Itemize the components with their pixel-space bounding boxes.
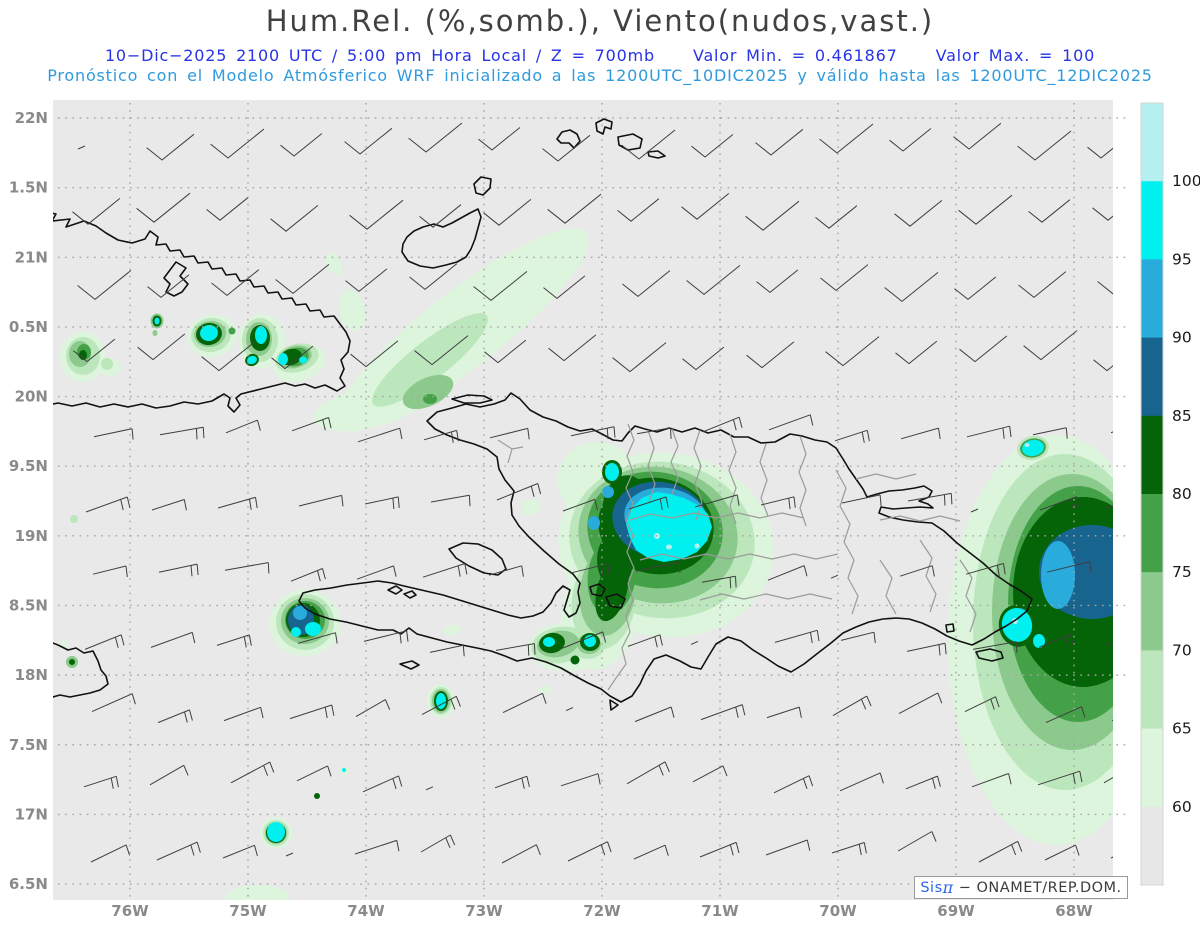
svg-text:69W: 69W	[937, 902, 975, 920]
svg-text:1.5N: 1.5N	[9, 179, 48, 197]
svg-text:7.5N: 7.5N	[9, 736, 48, 754]
credit-badge: Sis π − ONAMET/REP.DOM.	[914, 876, 1128, 899]
subtitle-model: Pronóstico con el Modelo Atmósferico WRF…	[47, 66, 1153, 85]
svg-text:100: 100	[1172, 172, 1200, 190]
credit-onamet: − ONAMET/REP.DOM.	[953, 879, 1122, 896]
svg-text:70: 70	[1172, 641, 1192, 659]
coastlines-layer	[53, 118, 1033, 711]
svg-text:68W: 68W	[1055, 902, 1093, 920]
svg-text:22N: 22N	[15, 109, 48, 127]
svg-text:18N: 18N	[15, 666, 48, 684]
subtitle-valor-min: Valor Min. = 0.461867	[692, 46, 898, 65]
svg-text:8.5N: 8.5N	[9, 596, 48, 614]
subtitle-validtime: 10−Dic−2025 2100 UTC / 5:00 pm Hora Loca…	[104, 46, 655, 65]
svg-text:0.5N: 0.5N	[9, 318, 48, 336]
svg-text:71W: 71W	[701, 902, 739, 920]
svg-text:9.5N: 9.5N	[9, 457, 48, 475]
subtitle-datetime: 10−Dic−2025 2100 UTC / 5:00 pm Hora Loca…	[0, 46, 1200, 65]
colorbar-legend: 100 95 90 85 80 75 70 65 60	[1140, 102, 1200, 886]
subtitle-valor-max: Valor Max. = 100	[935, 46, 1096, 65]
svg-text:76W: 76W	[111, 902, 149, 920]
svg-text:65: 65	[1172, 720, 1192, 738]
svg-text:75W: 75W	[229, 902, 267, 920]
svg-text:70W: 70W	[819, 902, 857, 920]
svg-text:80: 80	[1172, 485, 1192, 503]
credit-sis: Sis	[920, 879, 943, 896]
humidity-shading-layer	[60, 228, 1113, 900]
svg-text:60: 60	[1172, 798, 1192, 816]
svg-text:17N: 17N	[15, 805, 48, 823]
svg-text:85: 85	[1172, 407, 1192, 425]
svg-text:19N: 19N	[15, 527, 48, 545]
svg-text:20N: 20N	[15, 388, 48, 406]
wind-barbs-layer	[72, 122, 1113, 864]
axis-labels-layer: 22N 1.5N 21N 0.5N 20N 9.5N 19N 8.5N 18N 7.5N 17N 6.…	[9, 109, 1093, 920]
province-borders-layer	[497, 423, 977, 691]
svg-text:95: 95	[1172, 250, 1192, 268]
svg-text:21N: 21N	[15, 248, 48, 266]
pi-logo-icon: π	[942, 878, 954, 897]
svg-text:75: 75	[1172, 563, 1192, 581]
svg-text:90: 90	[1172, 329, 1192, 347]
page-title: Hum.Rel. (%,somb.), Viento(nudos,vast.)	[265, 4, 935, 38]
svg-text:74W: 74W	[347, 902, 385, 920]
svg-text:72W: 72W	[583, 902, 621, 920]
svg-text:73W: 73W	[465, 902, 503, 920]
svg-text:6.5N: 6.5N	[9, 875, 48, 893]
